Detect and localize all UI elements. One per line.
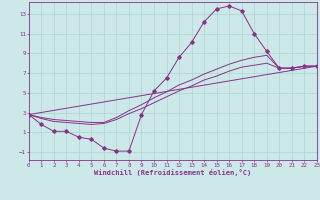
X-axis label: Windchill (Refroidissement éolien,°C): Windchill (Refroidissement éolien,°C) xyxy=(94,169,252,176)
